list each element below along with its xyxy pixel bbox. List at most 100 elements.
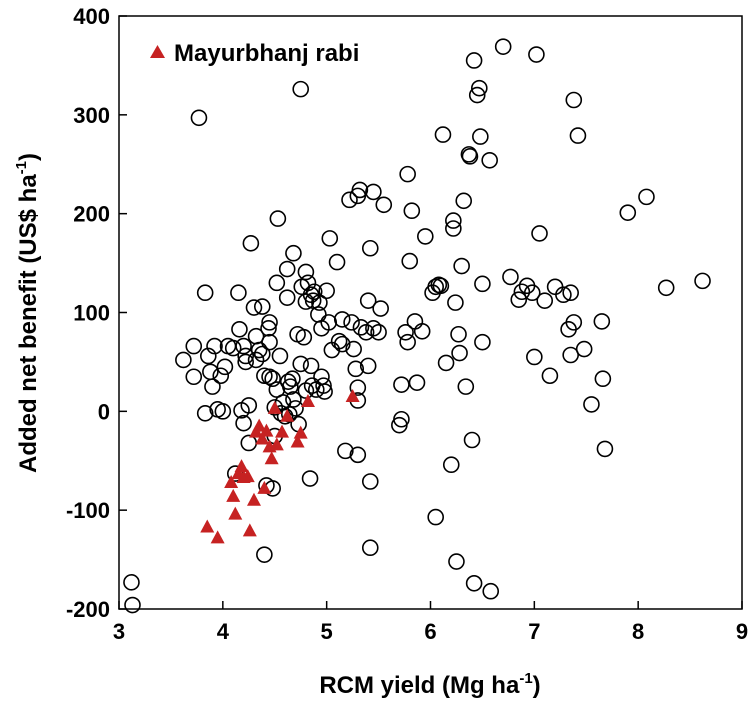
x-tick-label: 8 [632, 619, 644, 644]
data-point-open-circle [287, 400, 304, 417]
data-point-open-circle [231, 321, 248, 338]
data-point-open-circle [638, 188, 655, 206]
data-point-open-circle [594, 370, 612, 388]
x-tick-label: 3 [113, 619, 125, 644]
data-point-open-circle [359, 292, 377, 309]
data-point-open-circle [261, 368, 278, 386]
data-point-open-circle [199, 347, 217, 365]
data-point-open-circle [316, 383, 333, 400]
data-point-open-circle [555, 286, 572, 304]
data-point-open-circle [242, 235, 260, 252]
data-point-open-circle [361, 473, 379, 490]
data-point-open-circle [465, 575, 483, 592]
x-tick-label: 9 [736, 619, 748, 644]
data-point-open-circle [523, 284, 541, 302]
data-point-open-circle [292, 80, 310, 98]
data-point-triangle [267, 400, 282, 414]
data-point-open-circle [657, 279, 675, 297]
data-point-open-circle [399, 333, 416, 351]
data-point-open-circle [450, 325, 467, 343]
data-point-open-circle [343, 314, 360, 331]
y-tick-label: 200 [73, 202, 110, 227]
x-tick-label: 7 [528, 619, 540, 644]
data-point-triangle [280, 408, 295, 422]
data-point-open-circle [562, 284, 579, 302]
data-point-open-circle [256, 546, 273, 563]
data-point-open-circle [365, 320, 382, 337]
data-point-open-circle [206, 337, 223, 355]
data-point-open-circle [510, 291, 528, 308]
data-point-open-circle [403, 202, 421, 220]
data-point-open-circle [455, 192, 473, 210]
data-point-open-circle [694, 272, 711, 290]
y-axis-title-superscript: -1 [13, 161, 30, 174]
data-point-open-circle [260, 320, 277, 337]
x-tick-label: 4 [217, 619, 230, 644]
data-point-open-circle [318, 282, 335, 300]
data-point-open-circle [536, 292, 554, 309]
data-point-open-circle [457, 378, 475, 395]
data-point-open-circle [445, 212, 462, 229]
data-point-open-circle [596, 440, 614, 458]
data-point-open-circle [278, 289, 296, 306]
data-point-triangle [234, 459, 249, 473]
data-point-triangle [252, 418, 267, 432]
y-tick-label: 100 [73, 301, 110, 326]
data-point-open-circle [427, 278, 444, 296]
data-point-open-circle [619, 204, 637, 221]
data-point-open-circle [280, 405, 298, 423]
data-point-open-circle [437, 354, 455, 372]
data-point-open-circle [399, 165, 416, 183]
data-point-open-circle [562, 346, 579, 364]
data-point-open-circle [465, 52, 483, 69]
data-point-open-circle [448, 553, 465, 570]
data-point-open-circle [408, 374, 426, 391]
y-axis-title: Added net benefit (US$ ha-1) [13, 153, 42, 473]
data-point-open-circle [546, 278, 564, 296]
data-point-open-circle [434, 126, 452, 143]
plot-frame [118, 15, 743, 610]
legend-triangle-marker [150, 45, 165, 58]
data-point-triangle [200, 519, 215, 533]
data-point-open-circle [347, 360, 365, 378]
data-point-open-circle [320, 314, 338, 331]
data-point-open-circle [442, 456, 460, 474]
data-point-triangle [246, 492, 261, 506]
data-point-open-circle [397, 323, 414, 341]
data-point-open-circle [513, 283, 531, 301]
data-point-open-circle [301, 470, 319, 487]
data-point-open-circle [295, 328, 313, 346]
data-point-open-circle [351, 181, 369, 199]
data-point-open-circle [185, 337, 203, 355]
data-point-open-circle [290, 415, 307, 433]
data-point-open-circle [468, 86, 486, 104]
data-point-open-circle [417, 228, 434, 245]
data-point-open-circle [393, 410, 410, 428]
data-point-open-circle [341, 191, 358, 209]
data-point-triangle [275, 424, 290, 438]
data-point-open-circle [471, 79, 488, 97]
data-point-open-circle [593, 313, 611, 330]
data-point-open-circle [230, 284, 247, 302]
data-point-open-circle [321, 230, 339, 247]
y-tick-label: -100 [66, 498, 110, 523]
data-point-open-circle [299, 274, 317, 292]
data-point-open-circle [330, 332, 348, 350]
data-point-open-circle [528, 46, 545, 63]
data-point-open-circle [261, 314, 278, 331]
data-point-open-circle [237, 353, 254, 371]
y-tick-label: -200 [66, 597, 110, 622]
data-point-open-circle [284, 370, 301, 388]
x-tick-label: 5 [321, 619, 333, 644]
data-point-open-circle [502, 268, 519, 286]
data-point-open-circle [370, 323, 387, 341]
data-point-open-circle [541, 367, 559, 385]
data-point-open-circle [190, 109, 208, 127]
data-point-open-circle [375, 196, 393, 214]
x-tick-label: 6 [424, 619, 436, 644]
data-point-open-circle [337, 442, 354, 460]
data-point-open-circle [253, 345, 271, 363]
data-point-open-circle [302, 357, 320, 375]
data-point-open-circle [305, 283, 323, 301]
data-point-open-circle [264, 370, 281, 388]
